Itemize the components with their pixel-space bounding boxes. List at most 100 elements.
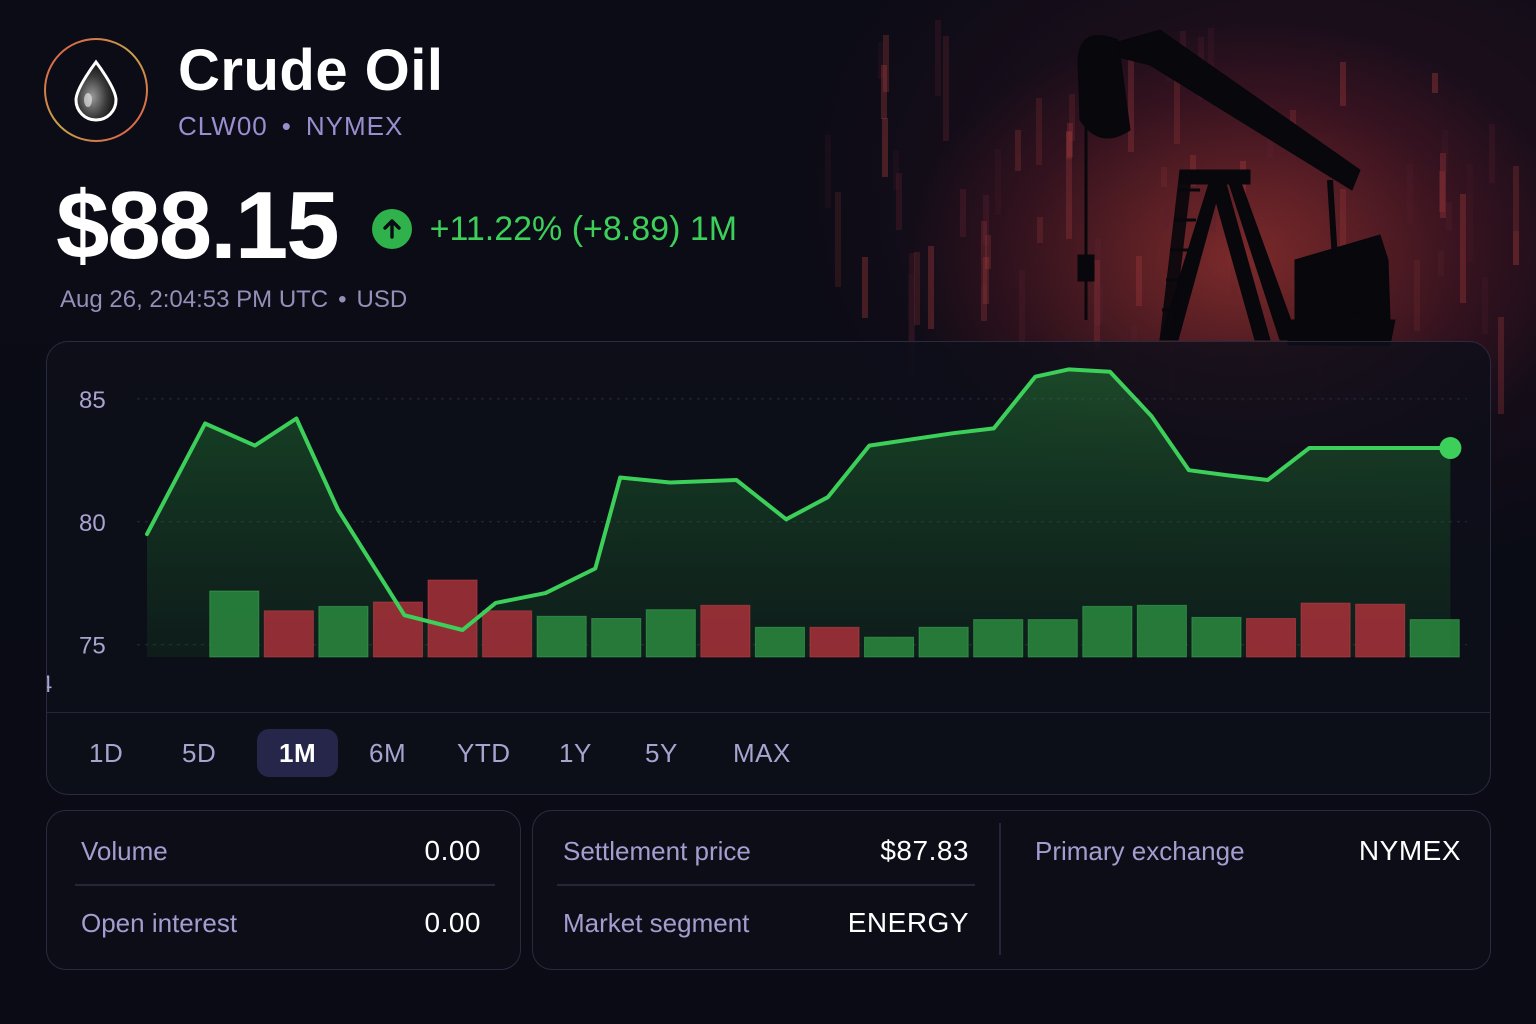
- segment-value: ENERGY: [847, 907, 969, 938]
- instrument-subtitle: CLW00 • NYMEX: [178, 111, 444, 142]
- change-text: +11.22% (+8.89) 1M: [429, 209, 738, 248]
- open-interest-row: Open interest 0.00: [81, 903, 481, 943]
- instrument-title: Crude Oil: [178, 37, 444, 103]
- volume-bar: [536, 615, 587, 658]
- volume-bar: [1191, 616, 1242, 658]
- row-divider: [75, 884, 495, 886]
- last-price-point: [1439, 437, 1462, 460]
- volume-bar: [754, 626, 805, 658]
- range-1d-button[interactable]: 1D: [89, 738, 124, 768]
- range-1y-button[interactable]: 1Y: [559, 738, 592, 768]
- volume-bar: [427, 579, 478, 658]
- background-candle: [908, 274, 914, 375]
- timestamp-text: Aug 26, 2:04:53 PM UTC: [60, 286, 329, 313]
- primary-exchange-value: NYMEX: [1358, 835, 1461, 866]
- volume-bar: [318, 605, 369, 658]
- range-selector: 1D 5D 1M 6M YTD 1Y 5Y MAX: [47, 712, 1490, 794]
- background-candle: [1069, 94, 1075, 141]
- volume-bar: [1409, 619, 1460, 658]
- open-interest-label: Open interest: [81, 907, 238, 938]
- range-5d-button[interactable]: 5D: [182, 738, 217, 768]
- background-candle: [1439, 171, 1445, 212]
- price-change: +11.22% (+8.89) 1M: [371, 209, 738, 249]
- volume-bar: [809, 626, 860, 658]
- background-candle: [1414, 260, 1420, 331]
- range-1m-button[interactable]: 1M: [257, 729, 339, 777]
- background-candle: [1442, 130, 1448, 172]
- background-candle: [1036, 98, 1042, 165]
- background-candle: [882, 118, 888, 177]
- background-candle: [1066, 131, 1072, 239]
- background-candle: [1460, 194, 1466, 303]
- background-candle: [1136, 256, 1142, 306]
- y-tick-label: 85: [79, 387, 106, 414]
- background-candle: [1446, 202, 1452, 230]
- separator-dot: •: [338, 286, 347, 313]
- exchange-name: NYMEX: [305, 110, 404, 141]
- background-candle: [1037, 217, 1043, 243]
- x-tick-label: Aug 24: [47, 671, 52, 698]
- volume-bar: [645, 609, 696, 658]
- background-candle: [881, 65, 887, 119]
- price-chart-card: 858075Aug 3Aug 10Aug 17Aug 24 1D 5D 1M 6…: [46, 341, 1491, 795]
- oil-drop-icon: [74, 59, 118, 122]
- volume-label: Volume: [81, 835, 168, 866]
- ticker-symbol: CLW00: [178, 110, 268, 141]
- instrument-header: Crude Oil CLW00 • NYMEX: [44, 38, 444, 142]
- background-candle: [1432, 73, 1438, 93]
- volume-bar: [1300, 602, 1351, 658]
- primary-exchange-row: Primary exchange NYMEX: [1035, 831, 1461, 871]
- current-price: $88.15: [56, 172, 340, 279]
- settlement-row: Settlement price $87.83: [563, 831, 969, 871]
- background-candle: [1407, 164, 1413, 224]
- segment-row: Market segment ENERGY: [563, 903, 969, 943]
- volume-bar: [1082, 605, 1133, 658]
- price-line: [145, 367, 1453, 632]
- settlement-label: Settlement price: [563, 835, 751, 866]
- background-candle: [943, 36, 949, 141]
- background-candle: [981, 286, 987, 321]
- background-candle: [1489, 124, 1495, 183]
- background-candle: [1094, 260, 1100, 350]
- volume-bar: [263, 610, 314, 658]
- background-candle: [1340, 189, 1346, 256]
- background-candle: [914, 252, 920, 325]
- column-divider: [999, 823, 1001, 955]
- range-max-button[interactable]: MAX: [733, 738, 791, 768]
- background-candle: [1161, 167, 1167, 187]
- y-tick-label: 75: [79, 633, 106, 660]
- volume-bar: [591, 618, 642, 658]
- background-candle: [928, 246, 934, 329]
- volume-value: 0.00: [424, 835, 481, 866]
- range-5y-button[interactable]: 5Y: [645, 738, 678, 768]
- background-candle: [1095, 239, 1101, 325]
- background-candle: [896, 173, 902, 230]
- arrow-up-circle-icon: [371, 209, 412, 249]
- background-candle: [862, 257, 868, 318]
- row-divider: [557, 884, 975, 886]
- background-candle: [1015, 130, 1021, 171]
- background-candle: [1163, 199, 1169, 229]
- background-candle: [1174, 45, 1180, 144]
- background-candle: [1513, 231, 1519, 265]
- volume-bar: [1355, 603, 1406, 658]
- volume-bar: [700, 604, 751, 658]
- background-candle: [1066, 132, 1072, 159]
- background-candle: [1440, 153, 1446, 218]
- segment-label: Market segment: [563, 907, 750, 938]
- oil-pumpjack-icon: [1077, 29, 1396, 346]
- volume-bar: [864, 636, 915, 658]
- volume-bar: [372, 601, 424, 658]
- background-candle: [1019, 270, 1025, 349]
- volume-bar: [1245, 618, 1297, 658]
- range-ytd-button[interactable]: YTD: [457, 738, 511, 768]
- background-candle: [825, 135, 831, 208]
- background-candle: [1498, 317, 1504, 414]
- background-candle: [1340, 62, 1346, 106]
- background-candle: [981, 221, 987, 321]
- range-6m-button[interactable]: 6M: [369, 738, 407, 768]
- price-row: $88.15 +11.22% (+8.89) 1M: [56, 176, 737, 276]
- price-chart[interactable]: 858075Aug 3Aug 10Aug 17Aug 24: [47, 342, 1491, 712]
- background-candle: [985, 235, 991, 269]
- background-candle: [983, 257, 989, 304]
